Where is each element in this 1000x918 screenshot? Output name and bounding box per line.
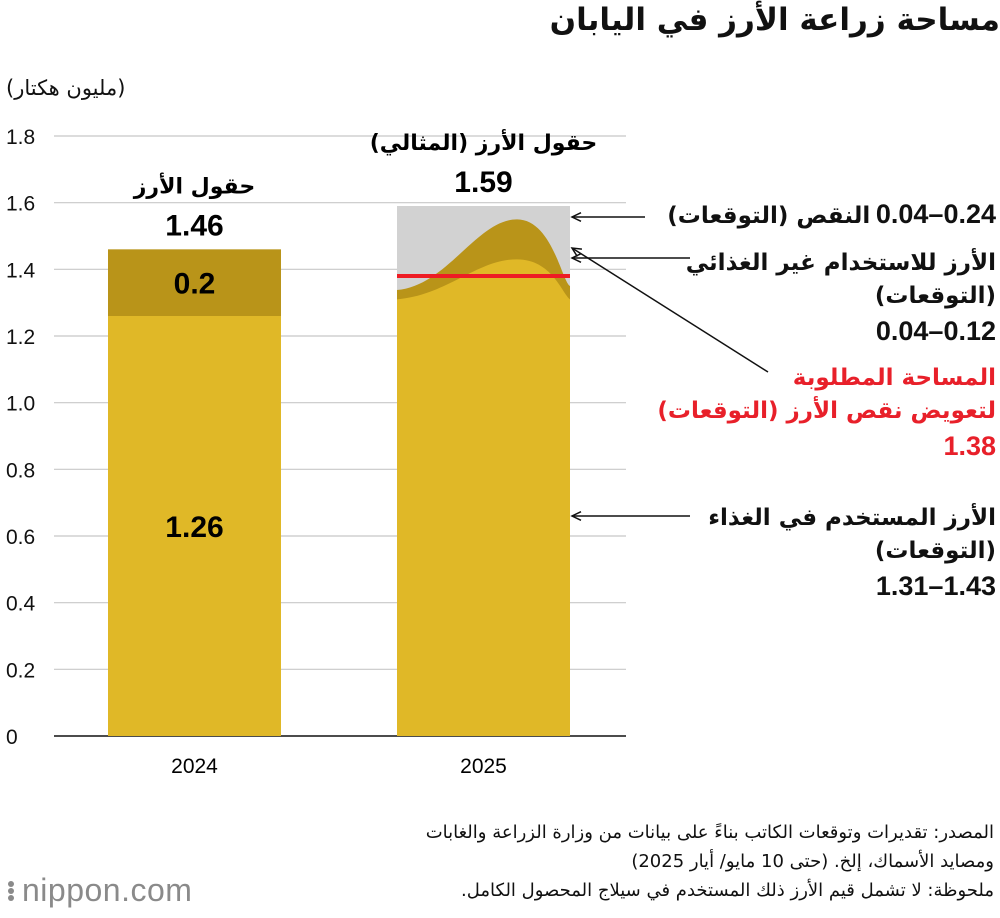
- total-label-2024: 1.46: [165, 209, 223, 242]
- logo-text: nippon.com: [22, 872, 193, 908]
- required-area-label-sub: لتعويض نقص الأرز (التوقعات): [657, 398, 996, 424]
- y-tick-label: 0.4: [6, 593, 36, 616]
- shortage-label: النقص (التوقعات): [667, 203, 871, 229]
- nippon-logo: nippon.com: [4, 872, 192, 909]
- annotation-nonfood: الأرز للاستخدام غير الغذائي (التوقعات) 0…: [656, 247, 996, 349]
- required-area-label: المساحة المطلوبة: [792, 365, 996, 391]
- bar-2024-nonfood: [108, 249, 281, 316]
- data-label-2024-nonfood: 0.2: [174, 268, 216, 301]
- bar-title-2024: حقول الأرز: [133, 171, 255, 199]
- source-line-1: المصدر: تقديرات وتوقعات الكاتب بناءً على…: [425, 822, 994, 843]
- bar-2024-food: [108, 316, 281, 736]
- nonfood-label: الأرز للاستخدام غير الغذائي: [685, 250, 996, 276]
- y-tick-label: 0.8: [6, 459, 35, 482]
- arrow-shortage-head: [570, 211, 582, 223]
- nonfood-value: 0.12–0.04: [875, 316, 996, 346]
- y-tick-label: 1.6: [6, 193, 35, 216]
- source-line-3: ملحوظة: لا تشمل قيم الأرز ذلك المستخدم ف…: [461, 880, 994, 901]
- logo-mark-icon: [8, 881, 14, 901]
- chart-title: مساحة زراعة الأرز في اليابان: [549, 2, 1000, 38]
- shortage-value: 0.24–0.04: [875, 199, 996, 229]
- source-line-2: ومصايد الأسماك، إلخ. (حتى 10 مايو/ أيار …: [631, 851, 994, 872]
- y-tick-label: 1.8: [6, 126, 35, 149]
- y-tick-label: 1.2: [6, 326, 35, 349]
- y-axis-unit-label: (مليون هكتار): [6, 76, 126, 100]
- y-tick-label: 0.6: [6, 526, 35, 549]
- food-label-sub: (التوقعات): [874, 538, 996, 564]
- food-label: الأرز المستخدم في الغذاء: [708, 505, 996, 531]
- food-value: 1.43–1.31: [875, 571, 996, 601]
- arrow-required-area-head: [570, 247, 583, 257]
- nonfood-label-sub: (التوقعات): [874, 283, 996, 309]
- x-tick-label: 2025: [460, 755, 507, 778]
- annotation-required-area: المساحة المطلوبة لتعويض نقص الأرز (التوق…: [656, 362, 996, 464]
- bar-title-2025: حقول الأرز (المثالي): [370, 128, 598, 156]
- annotation-shortage: 0.24–0.04 النقص (التوقعات): [626, 196, 996, 233]
- required-area-value: 1.38: [943, 431, 996, 461]
- arrow-nonfood-head: [570, 252, 582, 264]
- source-note: المصدر: تقديرات وتوقعات الكاتب بناءً على…: [4, 818, 994, 905]
- total-label-2025: 1.59: [454, 166, 512, 199]
- y-tick-label: 0.2: [6, 659, 35, 682]
- arrow-food-head: [570, 510, 582, 522]
- x-tick-label: 2024: [171, 755, 218, 778]
- annotation-food: الأرز المستخدم في الغذاء (التوقعات) 1.43…: [656, 502, 996, 604]
- y-tick-label: 1.0: [6, 393, 35, 416]
- arrow-required-area-line: [571, 247, 769, 373]
- bar-2025-food-range: [397, 259, 570, 736]
- y-tick-label: 0: [6, 726, 18, 749]
- data-label-2024-food: 1.26: [165, 511, 223, 544]
- y-tick-label: 1.4: [6, 259, 36, 282]
